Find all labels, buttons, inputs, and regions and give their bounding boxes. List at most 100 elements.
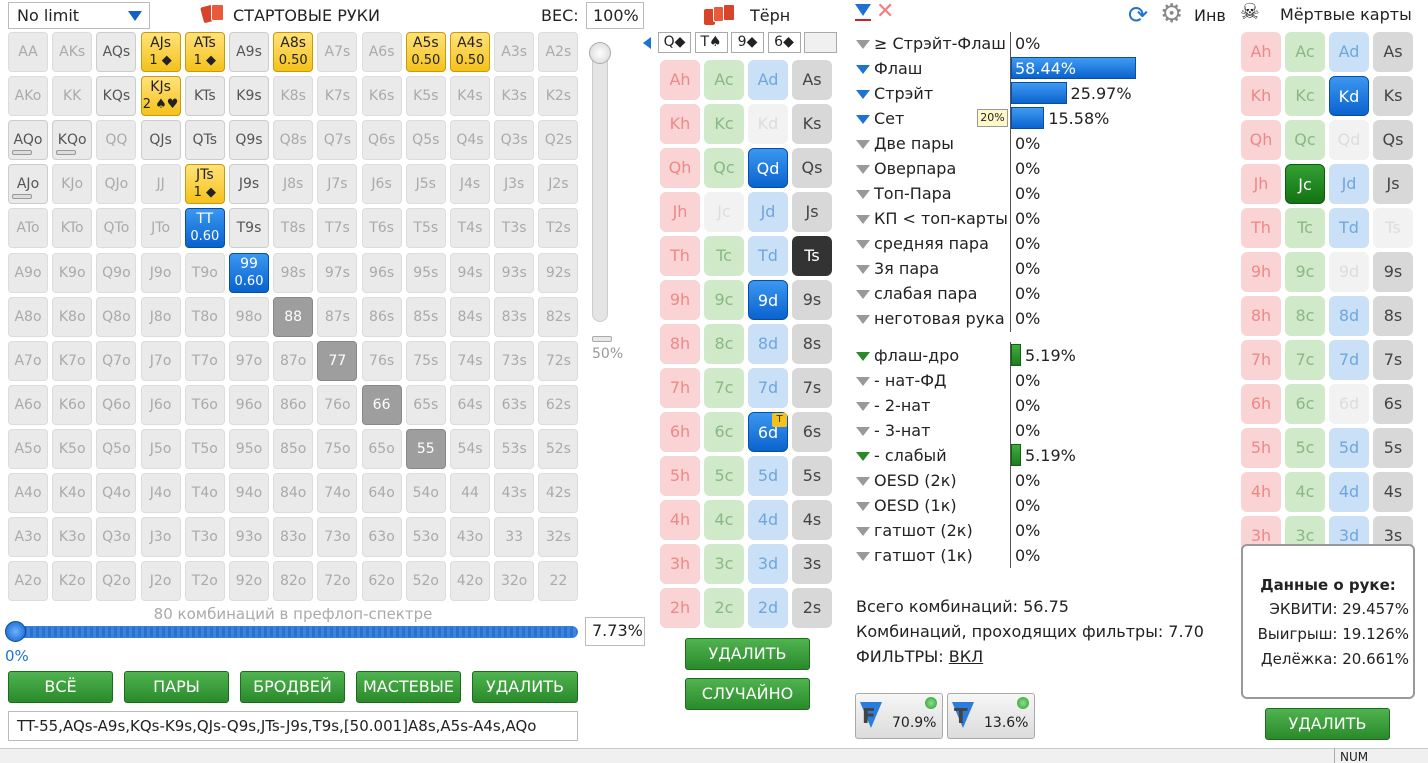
hand-cell[interactable]: 94s xyxy=(450,252,490,293)
hand-cell[interactable]: A3s xyxy=(494,32,535,72)
hand-cell[interactable]: T6s xyxy=(361,208,402,249)
hand-cell[interactable]: K6s xyxy=(361,76,402,117)
dead-card[interactable]: 4s xyxy=(1373,472,1413,512)
suited-button[interactable]: МАСТЕВЫЕ xyxy=(356,671,461,703)
dead-card[interactable]: 8s xyxy=(1373,296,1413,336)
hand-cell[interactable]: T9o xyxy=(184,252,225,293)
board-card[interactable]: 4d xyxy=(748,500,788,540)
filter-row[interactable]: ≥ Стрэйт-Флаш xyxy=(856,31,1006,56)
hand-cell[interactable]: 83s xyxy=(494,296,535,337)
filter-row[interactable]: Оверпара xyxy=(856,156,956,181)
hand-cell[interactable]: 72o xyxy=(317,561,358,602)
funnel-icon[interactable] xyxy=(856,165,870,174)
hand-cell[interactable]: 99 0.60 xyxy=(229,252,269,293)
hand-cell[interactable]: T4o xyxy=(184,473,225,513)
dead-card[interactable]: 7d xyxy=(1329,340,1369,380)
funnel-icon[interactable] xyxy=(856,290,870,299)
hand-cell[interactable]: T9s xyxy=(229,208,269,249)
filter-row[interactable]: 3я пара xyxy=(856,256,939,281)
funnel-icon[interactable] xyxy=(856,65,870,74)
hand-cell[interactable]: T8s xyxy=(273,208,314,249)
hand-cell[interactable]: J3o xyxy=(140,517,181,558)
dead-card[interactable]: 9c xyxy=(1285,252,1325,292)
hand-cell[interactable]: 62s xyxy=(538,384,579,425)
board-card[interactable]: 8s xyxy=(792,324,832,364)
board-card[interactable]: 6h xyxy=(660,412,700,452)
hand-cell[interactable]: K8o xyxy=(52,296,93,337)
hand-cell[interactable]: QTo xyxy=(96,208,137,249)
weight-slider-track[interactable] xyxy=(592,44,608,322)
dead-card[interactable]: 6h xyxy=(1241,384,1281,424)
board-card[interactable]: Kd xyxy=(748,104,788,144)
hand-cell[interactable]: 74o xyxy=(317,473,358,513)
board-card[interactable]: Ac xyxy=(704,60,744,100)
hand-cell[interactable]: 32s xyxy=(538,517,579,558)
filter-row[interactable]: КП < топ-карты xyxy=(856,206,1008,231)
board-card[interactable]: 4s xyxy=(792,500,832,540)
hand-cell[interactable]: 86o xyxy=(273,384,314,425)
hand-cell[interactable]: A6s xyxy=(361,32,402,72)
funnel-icon[interactable] xyxy=(856,265,870,274)
hand-cell[interactable]: T8o xyxy=(184,296,225,337)
board-card[interactable]: 3d xyxy=(748,544,788,584)
turn-filter-button[interactable]: T 13.6% xyxy=(947,693,1035,739)
board-card[interactable]: Qc xyxy=(704,148,744,188)
board-card[interactable]: 8d xyxy=(748,324,788,364)
hand-cell[interactable]: Q6s xyxy=(361,120,402,161)
filter-row[interactable]: Две пары xyxy=(856,131,954,156)
board-card[interactable]: Qd xyxy=(748,148,788,188)
dead-card[interactable]: 5h xyxy=(1241,428,1281,468)
range-slider-handle[interactable] xyxy=(5,621,26,642)
hand-cell[interactable]: J4o xyxy=(140,473,181,513)
board-card[interactable]: Ad xyxy=(748,60,788,100)
dead-card[interactable]: 6d xyxy=(1329,384,1369,424)
board-card[interactable]: 8c xyxy=(704,324,744,364)
board-card[interactable]: 5d xyxy=(748,456,788,496)
hand-cell[interactable]: J3s xyxy=(494,164,535,205)
hand-cell[interactable]: KQo xyxy=(52,120,93,161)
board-card[interactable]: 4c xyxy=(704,500,744,540)
hand-cell[interactable]: T2o xyxy=(184,561,225,602)
hand-cell[interactable]: 96o xyxy=(229,384,269,425)
hand-cell[interactable]: A9s xyxy=(229,32,269,72)
hand-cell[interactable]: A7s xyxy=(317,32,358,72)
hand-cell[interactable]: KTs xyxy=(184,76,225,117)
filter-row[interactable]: - слабый xyxy=(856,443,947,468)
hand-cell[interactable]: 63s xyxy=(494,384,535,425)
dead-card[interactable]: Qs xyxy=(1373,120,1413,160)
flop-filter-button[interactable]: F 70.9% xyxy=(855,693,943,739)
board-card[interactable]: 3h xyxy=(660,544,700,584)
board-card[interactable]: Ah xyxy=(660,60,700,100)
board-card[interactable]: 7s xyxy=(792,368,832,408)
dead-card[interactable]: 8d xyxy=(1329,296,1369,336)
dead-card[interactable]: Qh xyxy=(1241,120,1281,160)
board-card[interactable]: Qs xyxy=(792,148,832,188)
hand-cell[interactable]: 77 xyxy=(317,340,358,381)
hand-cell[interactable]: A6o xyxy=(8,384,48,425)
hand-cell[interactable]: K9s xyxy=(229,76,269,117)
hand-cell[interactable]: T4s xyxy=(450,208,490,249)
hand-cell[interactable]: 72s xyxy=(538,340,579,381)
board-card[interactable]: 6c xyxy=(704,412,744,452)
hand-cell[interactable]: T7o xyxy=(184,340,225,381)
dead-card[interactable]: Th xyxy=(1241,208,1281,248)
hand-cell[interactable]: Q9s xyxy=(229,120,269,161)
hand-cell[interactable]: Q6o xyxy=(96,384,137,425)
dead-card[interactable]: 4h xyxy=(1241,472,1281,512)
dead-card[interactable]: Kd xyxy=(1329,76,1369,116)
hand-cell[interactable]: 98o xyxy=(229,296,269,337)
dead-card[interactable]: 5c xyxy=(1285,428,1325,468)
filter-icon[interactable] xyxy=(855,4,871,16)
hand-cell[interactable]: KK xyxy=(52,76,93,117)
hand-cell[interactable]: 62o xyxy=(361,561,402,602)
hand-cell[interactable]: J6o xyxy=(140,384,181,425)
hand-cell[interactable]: T6o xyxy=(184,384,225,425)
filter-row[interactable]: Топ-Пара xyxy=(856,181,952,206)
hand-cell[interactable]: 92o xyxy=(229,561,269,602)
funnel-icon[interactable] xyxy=(856,40,870,49)
hand-cell[interactable]: 93o xyxy=(229,517,269,558)
board-card[interactable]: 7d xyxy=(748,368,788,408)
filter-row[interactable]: OESD (1к) xyxy=(856,493,957,518)
hand-cell[interactable]: QJs xyxy=(140,120,181,161)
board-card[interactable]: 2h xyxy=(660,588,700,628)
